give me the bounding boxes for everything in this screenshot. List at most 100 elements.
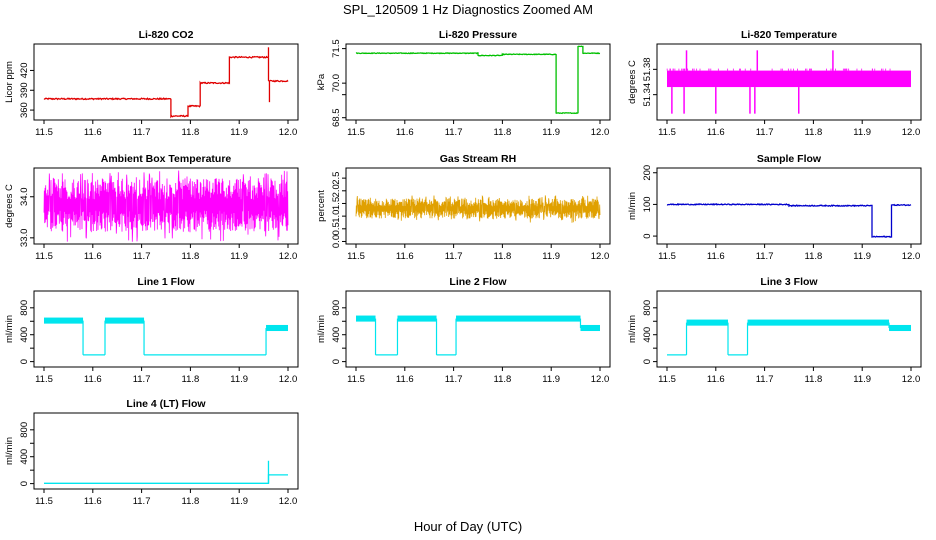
- x-tick-label: 11.7: [445, 127, 463, 138]
- plot-frame: [33, 412, 299, 490]
- x-tick-label: 11.9: [853, 127, 871, 138]
- x-tick-label: 11.9: [853, 251, 871, 262]
- flow-on-block: [105, 317, 145, 324]
- y-tick-label: 0: [19, 481, 30, 486]
- x-tick-label: 12.0: [591, 251, 610, 262]
- x-tick-label: 11.8: [182, 251, 200, 262]
- panel-title: Li-820 CO2: [139, 29, 194, 41]
- x-tick-label: 11.9: [542, 374, 560, 385]
- panel-title: Ambient Box Temperature: [101, 153, 232, 165]
- series-group: [355, 195, 601, 223]
- x-tick-label: 12.0: [591, 374, 610, 385]
- y-axis-label: ml/min: [627, 315, 638, 343]
- x-tick-label: 11.8: [182, 374, 200, 385]
- series-group: [666, 50, 911, 114]
- series-group: [44, 317, 288, 356]
- y-tick-label: 51.38: [642, 57, 653, 81]
- y-tick-label: 400: [642, 327, 653, 343]
- x-tick-label: 11.8: [805, 251, 823, 262]
- y-axis-label: degrees C: [627, 60, 638, 104]
- y-axis-label: ml/min: [316, 315, 327, 343]
- panel-1: Li-820 CO2 Licor ppm 360 390 420 11.5 11.6 11.7…: [4, 29, 299, 138]
- x-tick-label: 11.6: [707, 251, 725, 262]
- x-tick-label: 11.7: [133, 496, 151, 507]
- y-tick-label: 71.5: [331, 39, 342, 58]
- x-tick-label: 11.9: [542, 251, 560, 262]
- x-tick-label: 11.9: [542, 127, 560, 138]
- panel-7: Line 1 Flow ml/min 0 400 800 11.5 11.6 11.7 11.8…: [4, 276, 299, 385]
- x-tick-label: 11.6: [396, 127, 414, 138]
- flow-on-block: [266, 324, 288, 332]
- flow-on-block: [686, 319, 728, 326]
- y-tick-label: 70.0: [331, 74, 342, 93]
- y-tick-label: 0.5: [331, 222, 342, 235]
- plot-frame: [33, 167, 299, 245]
- y-tick-label: 800: [642, 300, 653, 316]
- x-tick-label: 11.9: [230, 496, 248, 507]
- y-tick-label: 1.5: [331, 197, 342, 210]
- x-tick-label: 11.9: [230, 251, 248, 262]
- x-tick-label: 11.7: [133, 374, 151, 385]
- flow-on-block: [44, 317, 84, 324]
- series-noise: [43, 170, 289, 242]
- panel-title: Li-820 Pressure: [439, 29, 517, 41]
- x-tick-label: 11.5: [658, 127, 676, 138]
- y-axis-label: percent: [316, 190, 327, 222]
- flow-on-block: [747, 319, 890, 326]
- y-axis-label: ml/min: [627, 192, 638, 220]
- x-tick-label: 11.7: [756, 374, 774, 385]
- x-tick-label: 11.5: [35, 251, 53, 262]
- y-tick-label: 0: [19, 359, 30, 364]
- y-tick-label: 2.5: [331, 172, 342, 185]
- x-tick-label: 11.6: [84, 127, 102, 138]
- panel-title: Sample Flow: [757, 153, 822, 165]
- x-tick-label: 11.9: [230, 374, 248, 385]
- series-group: [355, 45, 601, 115]
- series-group: [356, 315, 600, 356]
- x-tick-label: 11.8: [805, 374, 823, 385]
- y-axis-label: ml/min: [4, 315, 15, 343]
- x-tick-label: 11.6: [396, 374, 414, 385]
- x-tick-label: 11.7: [756, 127, 774, 138]
- panel-title: Line 3 Flow: [760, 276, 818, 288]
- y-tick-label: 390: [19, 82, 30, 98]
- x-tick-label: 11.5: [347, 251, 365, 262]
- y-tick-label: 400: [19, 327, 30, 343]
- y-tick-label: 1.0: [331, 210, 342, 223]
- y-tick-label: 0.0: [331, 235, 342, 248]
- y-tick-label: 800: [19, 422, 30, 438]
- x-tick-label: 11.5: [658, 374, 676, 385]
- x-tick-label: 12.0: [279, 127, 298, 138]
- x-tick-label: 11.6: [84, 374, 102, 385]
- panel-title: Line 4 (LT) Flow: [126, 398, 206, 410]
- y-tick-label: 0: [331, 359, 342, 364]
- series-line: [44, 474, 288, 484]
- plot-frame: [345, 290, 611, 368]
- series-group: [667, 319, 911, 356]
- x-tick-label: 12.0: [279, 374, 298, 385]
- x-tick-label: 12.0: [902, 374, 921, 385]
- x-tick-label: 11.8: [182, 496, 200, 507]
- x-tick-label: 11.5: [658, 251, 676, 262]
- y-tick-label: 33.0: [19, 229, 30, 248]
- series-group: [666, 203, 912, 238]
- y-tick-label: 200: [642, 165, 653, 181]
- panel-6: Sample Flow ml/min 0 100 200 11.5 11.6 11.7 11.8…: [627, 153, 922, 262]
- figure-title: SPL_120509 1 Hz Diagnostics Zoomed AM: [343, 2, 593, 17]
- x-tick-label: 11.5: [347, 374, 365, 385]
- plot-frame: [345, 43, 611, 121]
- panel-title: Line 1 Flow: [137, 276, 195, 288]
- panel-10: Line 4 (LT) Flow ml/min 0 400 800 11.5 11.6 11.…: [4, 398, 299, 507]
- y-tick-label: 360: [19, 102, 30, 118]
- panel-4: Ambient Box Temperature degrees C 33.0 34.0…: [4, 153, 299, 262]
- x-tick-label: 11.6: [84, 251, 102, 262]
- y-tick-label: 800: [331, 300, 342, 316]
- x-tick-label: 11.6: [707, 127, 725, 138]
- x-tick-label: 11.5: [347, 127, 365, 138]
- x-tick-label: 11.7: [756, 251, 774, 262]
- panel-8: Line 2 Flow ml/min 0 400 800 11.5 11.6 11.7 11.8…: [316, 276, 611, 385]
- x-tick-label: 11.6: [396, 251, 414, 262]
- x-tick-label: 11.5: [35, 374, 53, 385]
- x-tick-label: 12.0: [902, 127, 921, 138]
